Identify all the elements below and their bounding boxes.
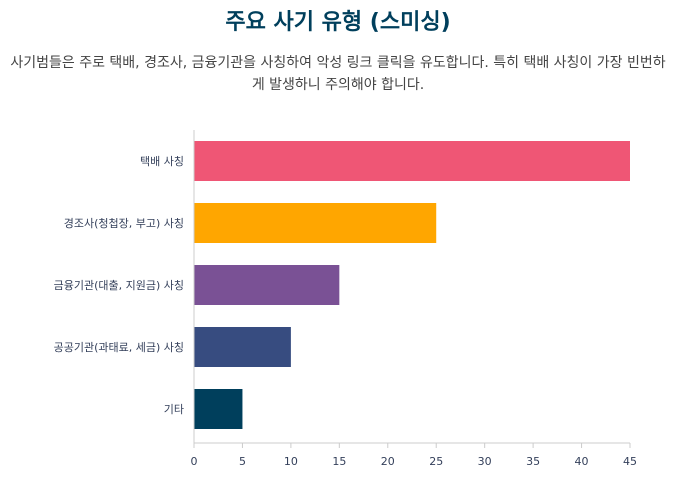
- bar-0: [194, 141, 630, 181]
- x-tick-label-5: 25: [429, 455, 443, 468]
- bar-3: [194, 327, 291, 367]
- x-tick-label-8: 40: [575, 455, 589, 468]
- x-tick-label-0: 0: [191, 455, 198, 468]
- x-tick-label-4: 20: [381, 455, 395, 468]
- bar-2: [194, 265, 340, 305]
- x-tick-label-7: 35: [526, 455, 540, 468]
- chart-title: 주요 사기 유형 (스미싱): [225, 10, 451, 35]
- x-tick-label-2: 10: [284, 455, 298, 468]
- category-label-3: 공공기관(과태료, 세금) 사칭: [54, 341, 184, 354]
- category-label-0: 택배 사칭: [140, 155, 184, 168]
- chart-subtitle: 사기범들은 주로 택배, 경조사, 금융기관을 사칭하여 악성 링크 클릭을 유…: [10, 55, 666, 93]
- bar-4: [194, 389, 243, 429]
- category-label-2: 금융기관(대출, 지원금) 사칭: [54, 279, 184, 292]
- x-tick-label-3: 15: [332, 455, 346, 468]
- category-label-4: 기타: [164, 403, 184, 416]
- x-tick-label-1: 5: [239, 455, 246, 468]
- x-tick-label-9: 45: [623, 455, 637, 468]
- x-tick-label-6: 30: [478, 455, 492, 468]
- bar-1: [194, 203, 437, 243]
- category-label-1: 경조사(청첩장, 부고) 사칭: [64, 217, 184, 230]
